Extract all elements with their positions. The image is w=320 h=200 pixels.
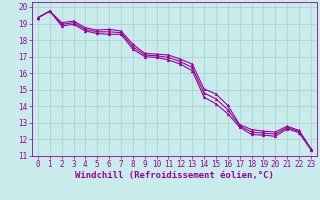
X-axis label: Windchill (Refroidissement éolien,°C): Windchill (Refroidissement éolien,°C)	[75, 171, 274, 180]
